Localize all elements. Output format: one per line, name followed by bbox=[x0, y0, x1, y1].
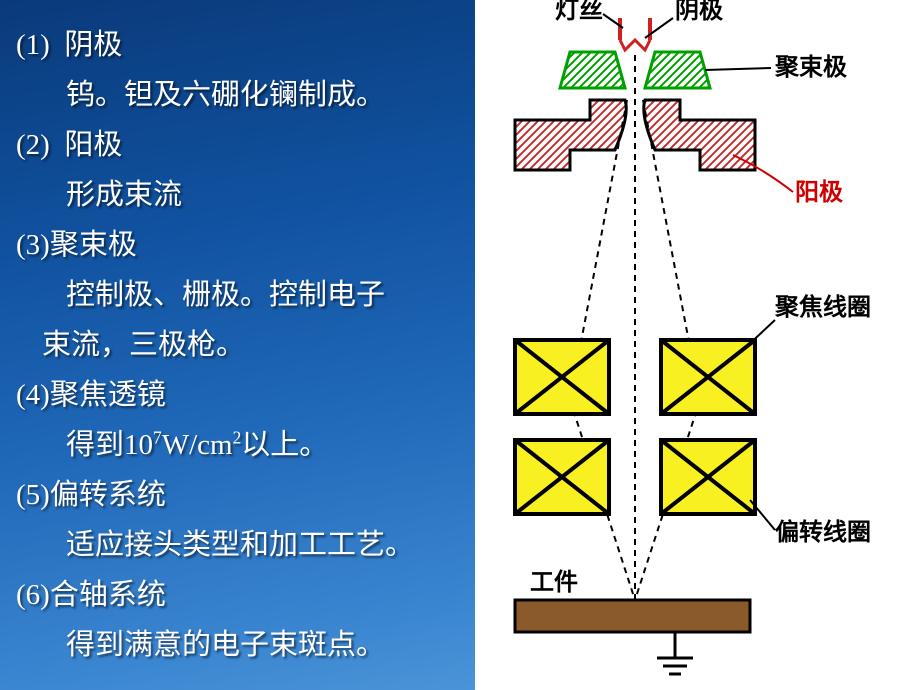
workpiece-icon bbox=[515, 600, 750, 632]
item-5-title: (5)偏转系统 bbox=[16, 470, 465, 520]
label-focus-coil: 聚焦线圈 bbox=[774, 293, 871, 321]
item-1-body: 钨。钽及六硼化镧制成。 bbox=[16, 70, 465, 120]
label-workpiece: 工件 bbox=[530, 569, 578, 596]
label-focus-electrode: 聚束极 bbox=[774, 54, 847, 81]
item-3-title: (3)聚束极 bbox=[16, 220, 465, 270]
electron-gun-diagram: 灯丝 阴极 聚束极 阳极 聚焦线圈 bbox=[475, 0, 920, 690]
item-2-title: (2) 阳极 bbox=[16, 120, 465, 170]
item-3-body-b: 束流，三极枪。 bbox=[16, 320, 465, 370]
item-6-title: (6)合轴系统 bbox=[16, 570, 465, 620]
filament-icon bbox=[620, 18, 650, 50]
item-3-body-a: 控制极、栅极。控制电子 bbox=[16, 270, 465, 320]
label-filament: 灯丝 bbox=[555, 0, 603, 24]
item-6-body: 得到满意的电子束斑点。 bbox=[16, 620, 465, 670]
item-4-title: (4)聚焦透镜 bbox=[16, 370, 465, 420]
ground-icon bbox=[657, 632, 693, 674]
item-5-body: 适应接头类型和加工工艺。 bbox=[16, 520, 465, 570]
text-panel: (1) 阴极 钨。钽及六硼化镧制成。 (2) 阳极 形成束流 (3)聚束极 控制… bbox=[0, 0, 475, 690]
label-cathode: 阴极 bbox=[675, 0, 723, 24]
item-1-title: (1) 阴极 bbox=[16, 20, 465, 70]
item-2-body: 形成束流 bbox=[16, 170, 465, 220]
label-anode: 阳极 bbox=[795, 179, 843, 206]
label-deflect-coil: 偏转线圈 bbox=[775, 518, 871, 546]
item-4-body: 得到107W/cm2以上。 bbox=[16, 420, 465, 470]
diagram-panel: 灯丝 阴极 聚束极 阳极 聚焦线圈 bbox=[475, 0, 920, 690]
